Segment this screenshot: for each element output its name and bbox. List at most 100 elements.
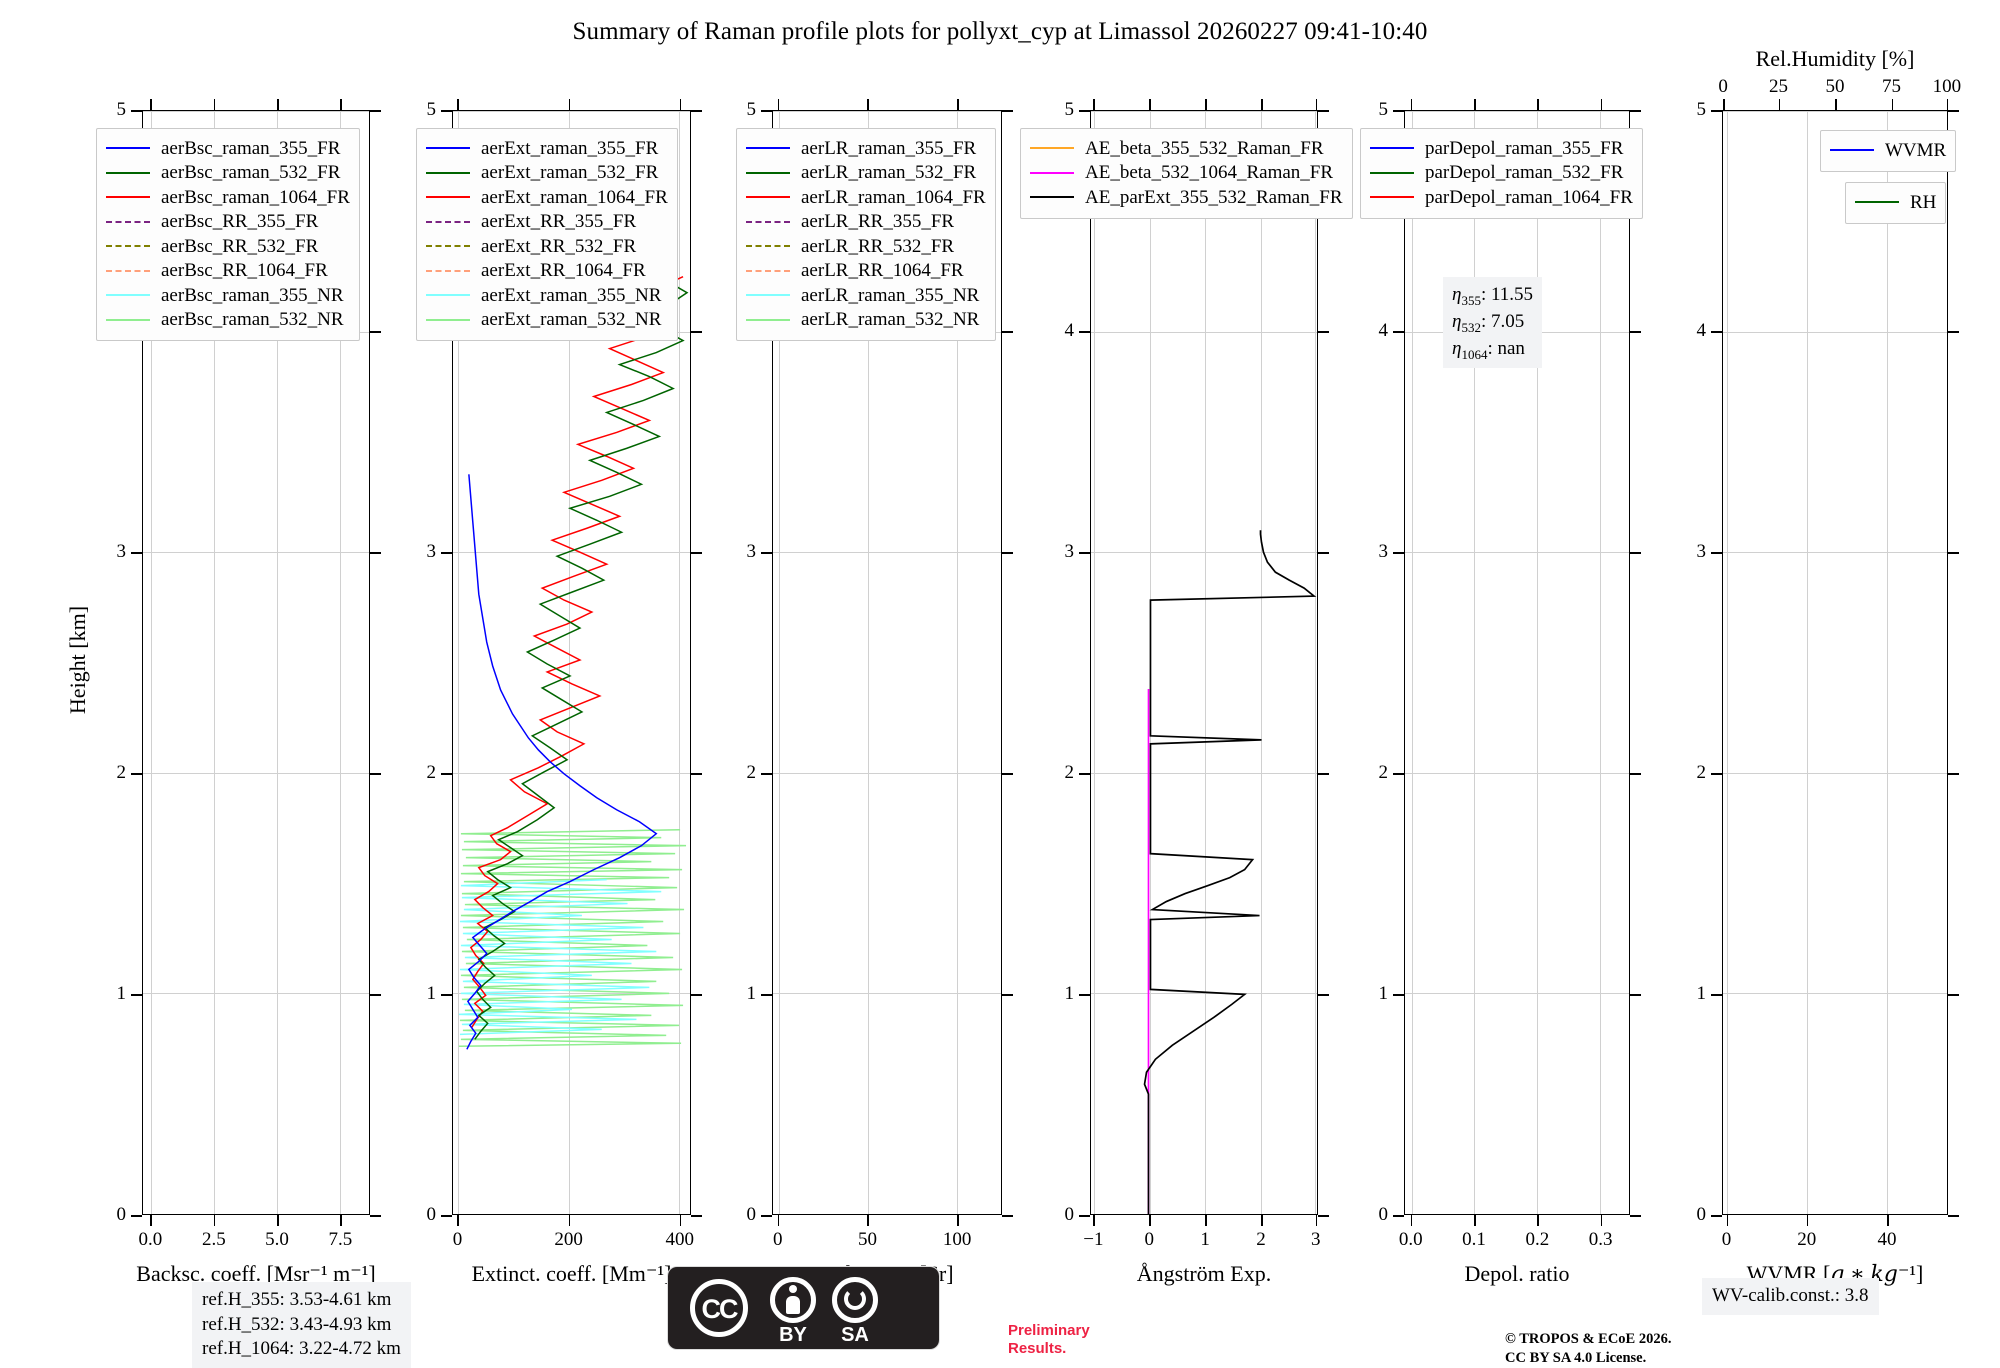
- legend-entry[interactable]: aerLR_raman_532_FR: [746, 161, 986, 186]
- legend-wvmr[interactable]: WVMR: [1820, 130, 1957, 172]
- x-tick-3: 7.5: [328, 1229, 353, 1250]
- y-tick-5: 5: [426, 99, 437, 120]
- legend-entry[interactable]: aerLR_raman_355_NR: [746, 283, 986, 308]
- legend-entry[interactable]: RH: [1855, 190, 1936, 215]
- panel-depol-ratio: 5 4 3 2 1 0 0.0 0.1 0.2 0.3 Depol. ratio: [1379, 99, 1641, 1286]
- rh-tick-0: 0: [1718, 76, 1728, 97]
- legend-entry-label: parDepol_raman_1064_FR: [1425, 186, 1633, 208]
- y-tick-0: 0: [116, 1204, 127, 1225]
- y-tick-2: 2: [116, 762, 127, 783]
- legend-entry-label: aerLR_RR_532_FR: [801, 235, 955, 257]
- legend-lidar-ratio[interactable]: aerLR_raman_355_FR aerLR_raman_532_FR aerL…: [736, 128, 996, 341]
- y-tick-4: 4: [1064, 320, 1075, 341]
- legend-line-swatch-icon: [1370, 171, 1414, 174]
- legend-entry[interactable]: WVMR: [1830, 138, 1946, 163]
- legend-entry[interactable]: AE_beta_355_532_Raman_FR: [1030, 136, 1343, 161]
- legend-entry-label: aerBsc_raman_532_FR: [161, 162, 341, 184]
- legend-entry[interactable]: AE_parExt_355_532_Raman_FR: [1030, 185, 1343, 210]
- legend-entry-label: aerExt_raman_355_NR: [481, 284, 662, 306]
- legend-entry-label: aerLR_raman_532_NR: [801, 309, 980, 331]
- legend-entry[interactable]: aerBsc_raman_355_FR: [106, 136, 350, 161]
- eta-355-symbol: η: [1452, 284, 1462, 305]
- legend-entry-label: aerExt_raman_532_NR: [481, 309, 662, 331]
- legend-entry-label: aerBsc_raman_355_FR: [161, 137, 341, 159]
- legend-entry[interactable]: aerExt_RR_532_FR: [426, 234, 668, 259]
- y-tick-2: 2: [1696, 762, 1707, 783]
- legend-entry[interactable]: aerBsc_RR_1064_FR: [106, 259, 350, 284]
- legend-line-swatch-icon: [746, 245, 790, 248]
- legend-backscatter[interactable]: aerBsc_raman_355_FR aerBsc_raman_532_FR ae…: [96, 128, 360, 341]
- legend-entry[interactable]: aerExt_raman_355_FR: [426, 136, 668, 161]
- legend-entry[interactable]: aerLR_RR_1064_FR: [746, 259, 986, 284]
- legend-entry[interactable]: parDepol_raman_1064_FR: [1370, 185, 1633, 210]
- page-title: Summary of Raman profile plots for polly…: [572, 18, 1428, 45]
- legend-extinction[interactable]: aerExt_raman_355_FR aerExt_raman_532_FR ae…: [416, 128, 678, 341]
- legend-entry-label: aerLR_RR_355_FR: [801, 211, 955, 233]
- x-tick-1: 200: [554, 1229, 583, 1250]
- y-axis-label: Height [km]: [65, 605, 90, 715]
- x-tick-1: 2.5: [201, 1229, 226, 1250]
- legend-line-swatch-icon: [1855, 201, 1899, 204]
- legend-entry[interactable]: aerExt_raman_355_NR: [426, 283, 668, 308]
- legend-line-swatch-icon: [426, 196, 470, 199]
- legend-depol-ratio[interactable]: parDepol_raman_355_FR parDepol_raman_532_…: [1360, 128, 1643, 219]
- legend-entry[interactable]: aerExt_raman_532_NR: [426, 308, 668, 333]
- legend-entry-label: aerExt_raman_532_FR: [481, 162, 659, 184]
- legend-entry[interactable]: aerLR_RR_355_FR: [746, 210, 986, 235]
- legend-line-swatch-icon: [746, 318, 790, 321]
- preliminary-results-note: Preliminary Results.: [1008, 1322, 1090, 1357]
- legend-rh[interactable]: RH: [1845, 182, 1947, 224]
- legend-entry[interactable]: aerLR_raman_532_NR: [746, 308, 986, 333]
- eta-1064-value: : nan: [1487, 337, 1525, 359]
- legend-line-swatch-icon: [106, 196, 150, 199]
- legend-entry[interactable]: aerExt_raman_1064_FR: [426, 185, 668, 210]
- y-tick-0: 0: [1696, 1204, 1707, 1225]
- legend-entry-label: AE_beta_532_1064_Raman_FR: [1085, 162, 1334, 184]
- rh-tick-2: 50: [1825, 76, 1845, 97]
- legend-entry-label: aerBsc_raman_1064_FR: [161, 186, 350, 208]
- plot-area-wvmr: [1722, 110, 1948, 1215]
- legend-angstroem[interactable]: AE_beta_355_532_Raman_FR AE_beta_532_1064…: [1020, 128, 1353, 219]
- legend-entry[interactable]: aerBsc_raman_355_NR: [106, 283, 350, 308]
- legend-entry-label: aerExt_RR_1064_FR: [481, 260, 646, 282]
- legend-entry[interactable]: aerBsc_RR_532_FR: [106, 234, 350, 259]
- x-tick-0: −1: [1083, 1229, 1104, 1250]
- x-tick-1: 0: [1144, 1229, 1155, 1250]
- legend-entry-label: aerBsc_raman_532_NR: [161, 309, 344, 331]
- legend-line-swatch-icon: [1030, 196, 1074, 199]
- legend-line-swatch-icon: [106, 171, 150, 174]
- plot-area-angstroem: [1090, 110, 1318, 1215]
- legend-entry-label: aerLR_RR_1064_FR: [801, 260, 964, 282]
- legend-entry[interactable]: aerBsc_raman_1064_FR: [106, 185, 350, 210]
- legend-entry[interactable]: aerBsc_raman_532_NR: [106, 308, 350, 333]
- y-tick-1: 1: [746, 983, 757, 1004]
- legend-entry-label: aerExt_raman_355_FR: [481, 137, 659, 159]
- x-tick-1: 50: [857, 1229, 877, 1250]
- legend-entry[interactable]: aerExt_RR_355_FR: [426, 210, 668, 235]
- legend-entry[interactable]: parDepol_raman_532_FR: [1370, 161, 1633, 186]
- y-tick-4: 4: [1696, 320, 1707, 341]
- y-tick-1: 1: [116, 983, 127, 1004]
- legend-line-swatch-icon: [106, 318, 150, 321]
- cc-license-badge[interactable]: CC BY SA: [668, 1267, 939, 1349]
- legend-entry[interactable]: aerLR_raman_1064_FR: [746, 185, 986, 210]
- y-tick-2: 2: [426, 762, 437, 783]
- x-tick-2: 400: [665, 1229, 695, 1250]
- cc-glyph: CC: [701, 1294, 739, 1324]
- legend-line-swatch-icon: [106, 269, 150, 272]
- x-tick-0: 0.0: [138, 1229, 163, 1250]
- legend-entry[interactable]: aerBsc_raman_532_FR: [106, 161, 350, 186]
- legend-entry-label: parDepol_raman_355_FR: [1425, 137, 1624, 159]
- eta-1064-symbol: η: [1452, 337, 1462, 359]
- legend-entry[interactable]: aerLR_RR_532_FR: [746, 234, 986, 259]
- x-tick-0: 0.0: [1398, 1229, 1423, 1250]
- eta-355-row: η355: 11.55: [1452, 282, 1533, 309]
- legend-entry[interactable]: aerExt_RR_1064_FR: [426, 259, 668, 284]
- legend-entry[interactable]: AE_beta_532_1064_Raman_FR: [1030, 161, 1343, 186]
- legend-entry[interactable]: aerLR_raman_355_FR: [746, 136, 986, 161]
- legend-entry[interactable]: parDepol_raman_355_FR: [1370, 136, 1633, 161]
- legend-entry[interactable]: aerBsc_RR_355_FR: [106, 210, 350, 235]
- legend-line-swatch-icon: [1030, 147, 1074, 150]
- legend-entry[interactable]: aerExt_raman_532_FR: [426, 161, 668, 186]
